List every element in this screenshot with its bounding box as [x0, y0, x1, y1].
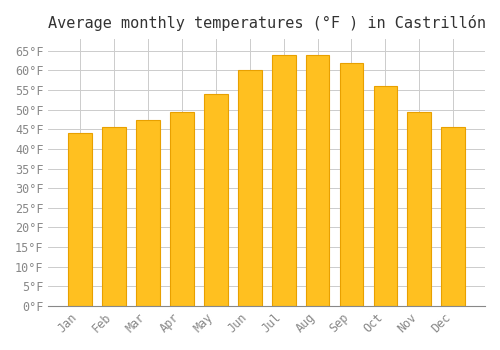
Bar	[68, 133, 92, 306]
Bar	[102, 127, 126, 306]
Bar	[340, 63, 363, 306]
Bar	[306, 55, 330, 306]
Bar	[136, 119, 160, 306]
Bar	[374, 86, 398, 306]
Bar	[272, 55, 295, 306]
Title: Average monthly temperatures (°F ) in Castrillón: Average monthly temperatures (°F ) in Ca…	[48, 15, 486, 31]
Bar	[442, 127, 465, 306]
Bar	[170, 112, 194, 306]
Bar	[408, 112, 431, 306]
Bar	[238, 70, 262, 306]
Bar	[204, 94, 228, 306]
